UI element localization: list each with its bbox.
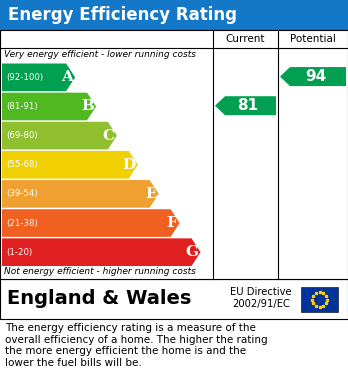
- Polygon shape: [2, 180, 159, 208]
- Bar: [0, 30, 348, 48]
- Bar: [0, 0, 348, 30]
- Text: (39-54): (39-54): [6, 189, 38, 198]
- Polygon shape: [2, 239, 200, 266]
- Polygon shape: [2, 122, 117, 149]
- Polygon shape: [2, 151, 138, 179]
- Polygon shape: [215, 96, 276, 115]
- Text: F: F: [167, 216, 177, 230]
- Polygon shape: [280, 67, 346, 86]
- Text: 94: 94: [305, 69, 326, 84]
- Text: C: C: [103, 129, 115, 143]
- Polygon shape: [2, 93, 96, 120]
- Text: (55-68): (55-68): [6, 160, 38, 169]
- Text: Energy Efficiency Rating: Energy Efficiency Rating: [8, 6, 237, 24]
- Text: D: D: [122, 158, 136, 172]
- Text: Current: Current: [226, 34, 265, 44]
- Text: B: B: [81, 99, 94, 113]
- Text: G: G: [185, 245, 199, 259]
- Text: Very energy efficient - lower running costs: Very energy efficient - lower running co…: [4, 50, 196, 59]
- Text: Potential: Potential: [290, 34, 336, 44]
- Polygon shape: [2, 209, 180, 237]
- Bar: [301, 287, 338, 312]
- Text: (1-20): (1-20): [6, 248, 32, 256]
- Text: (81-91): (81-91): [6, 102, 38, 111]
- Text: England & Wales: England & Wales: [7, 289, 191, 308]
- Text: The energy efficiency rating is a measure of the
overall efficiency of a home. T: The energy efficiency rating is a measur…: [5, 323, 268, 368]
- Text: (92-100): (92-100): [6, 73, 43, 82]
- Text: (69-80): (69-80): [6, 131, 38, 140]
- Text: A: A: [61, 70, 73, 84]
- Bar: [0, 30, 348, 279]
- Text: (21-38): (21-38): [6, 219, 38, 228]
- Text: Not energy efficient - higher running costs: Not energy efficient - higher running co…: [4, 267, 196, 276]
- Text: E: E: [145, 187, 157, 201]
- Polygon shape: [2, 63, 75, 91]
- Text: EU Directive
2002/91/EC: EU Directive 2002/91/EC: [230, 287, 292, 309]
- Bar: [0, 279, 348, 319]
- Text: 81: 81: [237, 98, 259, 113]
